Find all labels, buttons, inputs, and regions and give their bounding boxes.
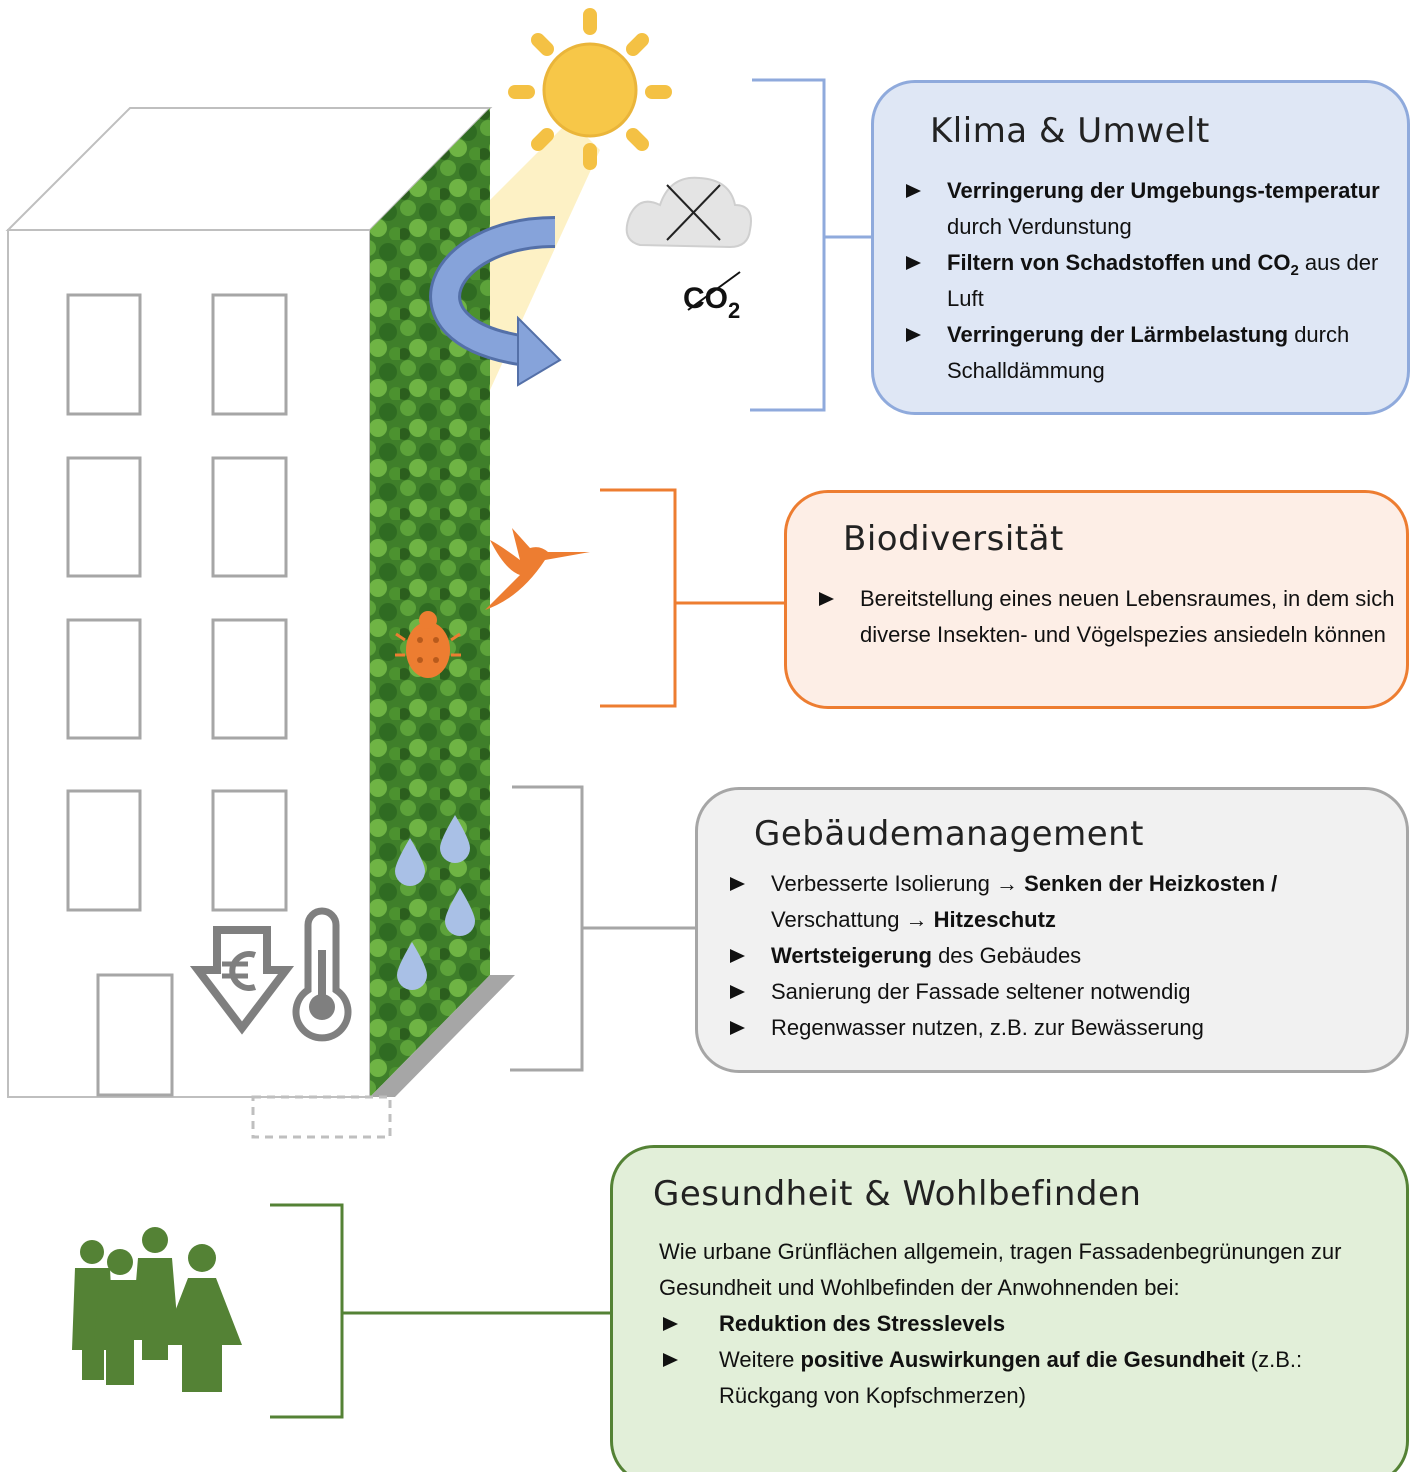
text-segment: Verschattung [771, 907, 906, 932]
co2-label: CO2 [683, 282, 740, 316]
text-segment: Weitere [719, 1347, 801, 1372]
panel: Gebäudemanagement Verbesserte Isolierung … [695, 787, 1409, 1073]
panel: Biodiversität Bereitstellung eines neuen … [784, 490, 1409, 709]
panel-title: Klima & Umwelt [930, 111, 1397, 151]
co2-subscript: 2 [728, 298, 740, 323]
co2-text: CO [683, 282, 728, 315]
bullet-item: Verringerung der Umgebungs-temperatur du… [902, 173, 1397, 245]
text-segment: Wertsteigerung [771, 943, 932, 968]
text-segment: 2 [1290, 262, 1298, 279]
panel-title: Gesundheit & Wohlbefinden [653, 1174, 1396, 1214]
bird-icon [485, 528, 590, 610]
text-segment: → Hitzeschutz [906, 907, 1056, 932]
text-segment: Bereitstellung eines neuen Lebensraumes,… [860, 586, 1394, 647]
text-segment: Verringerung der Umgebungs-temperatur [947, 178, 1380, 203]
text-segment: Verringerung der Lärmbelastung [947, 322, 1288, 347]
panel: Gesundheit & Wohlbefinden Wie urbane Grün… [610, 1145, 1409, 1472]
panel-title: Biodiversität [843, 519, 1396, 559]
bullet-item: Wertsteigerung des Gebäudes [726, 938, 1396, 974]
text-segment: positive Auswirkungen auf die Gesundheit [801, 1347, 1245, 1372]
text-segment: Filtern von Schadstoffen und CO [947, 250, 1290, 275]
text-segment: des Gebäudes [932, 943, 1081, 968]
bullet-list: Bereitstellung eines neuen Lebensraumes,… [815, 581, 1396, 653]
diagram: CO2 Klima & UmweltVerringerung der Umgeb… [0, 0, 1419, 1472]
bullet-item: Weitere positive Auswirkungen auf die Ge… [649, 1342, 1396, 1414]
text-segment: Verbesserte Isolierung [771, 871, 996, 896]
bullet-item: Reduktion des Stresslevels [649, 1306, 1396, 1342]
text-segment: Reduktion des Stresslevels [719, 1311, 1005, 1336]
bullet-list: Verbesserte Isolierung → Senken der Heiz… [726, 866, 1396, 1046]
bullet-item: Regenwasser nutzen, z.B. zur Bewässerung [726, 1010, 1396, 1046]
building [8, 108, 515, 1137]
intro-text: Wie urbane Grünflächen allgemein, tragen… [659, 1234, 1396, 1306]
cloud-icon [627, 178, 751, 247]
bullet-list: Verringerung der Umgebungs-temperatur du… [902, 173, 1397, 389]
bullet-item: Filtern von Schadstoffen und CO2 aus der… [902, 245, 1397, 317]
panel-title: Gebäudemanagement [754, 814, 1396, 854]
bullet-item: Bereitstellung eines neuen Lebensraumes,… [815, 581, 1396, 653]
text-segment: durch Verdunstung [947, 214, 1132, 239]
bullet-item: Verringerung der Lärmbelastung durch Sch… [902, 317, 1397, 389]
text-segment: → Senken der Heizkosten / [996, 871, 1277, 896]
bullet-list: Reduktion des Stresslevels Weitere positi… [649, 1306, 1396, 1414]
text-segment: Sanierung der Fassade seltener notwendig [771, 979, 1191, 1004]
bullet-item: Sanierung der Fassade seltener notwendig [726, 974, 1396, 1010]
people-icon [72, 1227, 242, 1392]
panel: Klima & Umwelt Verringerung der Umgebungs… [871, 80, 1410, 415]
bullet-item: Verbesserte Isolierung → Senken der Heiz… [726, 866, 1396, 938]
text-segment: Regenwasser nutzen, z.B. zur Bewässerung [771, 1015, 1204, 1040]
